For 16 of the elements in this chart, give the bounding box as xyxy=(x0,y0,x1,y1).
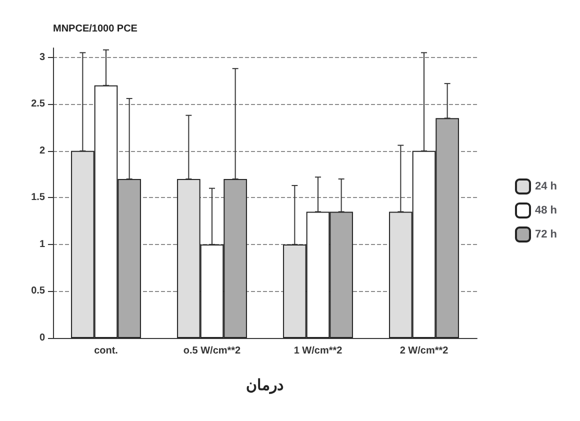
x-tick-label: o.5 W/cm**2 xyxy=(183,346,242,356)
legend-label: 48 h xyxy=(534,204,558,216)
y-tick-label: 3 xyxy=(39,52,46,63)
x-tick-label: cont. xyxy=(94,346,118,356)
y-tick-label: 2 xyxy=(39,145,46,156)
x-tick-label: 1 W/cm**2 xyxy=(294,346,343,356)
y-tick-label: 2.5 xyxy=(31,98,46,110)
x-tick-label: 2 W/cm**2 xyxy=(400,346,449,356)
y-tick-label: 0 xyxy=(39,332,46,344)
y-tick-label: 1.5 xyxy=(31,192,46,204)
x-axis-title: درمان xyxy=(246,377,284,394)
y-tick-label: 1 xyxy=(39,238,46,250)
legend-label: 24 h xyxy=(534,180,558,192)
legend-label: 72 h xyxy=(534,228,558,240)
y-tick-label: 0.5 xyxy=(31,286,46,297)
y-axis-title: MNPCE/1000 PCE xyxy=(53,24,138,34)
